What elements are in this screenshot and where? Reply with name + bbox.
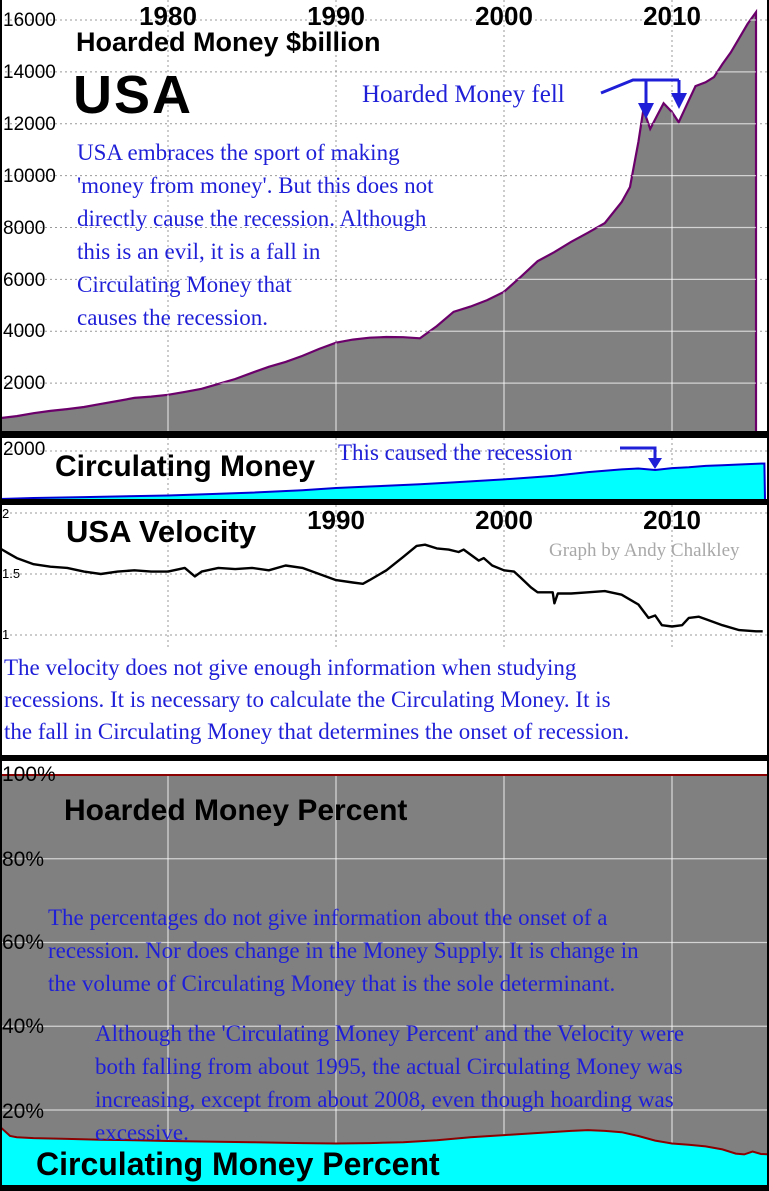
- percent-note-2-line: both falling from about 1995, the actual…: [95, 1054, 683, 1079]
- percent-note-2: Although the 'Circulating Money Percent'…: [95, 1017, 684, 1149]
- circulating-percent-title: Circulating Money Percent: [36, 1146, 440, 1182]
- author-watermark: Graph by Andy Chalkley: [549, 540, 740, 561]
- hoarded-note: USA embraces the sport of making 'money …: [77, 136, 433, 334]
- panel-divider: [0, 755, 769, 761]
- percent-note-2-line: increasing, except from about 2008, even…: [95, 1087, 674, 1112]
- hoarded-y-label-8000: 8000: [3, 218, 46, 239]
- velocity-note: The velocity does not give enough inform…: [4, 652, 629, 748]
- velocity-note-line: The velocity does not give enough inform…: [4, 655, 577, 680]
- hoarded-x-label-2000: 2000: [475, 1, 533, 31]
- velocity-x-label-2010: 2010: [643, 505, 701, 535]
- percent-y-label-40: 40%: [2, 1015, 45, 1038]
- left-border: [0, 0, 2, 1191]
- percent-note-1-line: The percentages do not give information …: [48, 905, 608, 930]
- hoarded-note-line: directly cause the recession. Although: [77, 206, 427, 231]
- circulating-money-chart: [0, 438, 769, 500]
- hoarded-y-label-16000: 16000: [3, 10, 56, 31]
- percent-note-2-line: excessive.: [95, 1120, 189, 1145]
- circulating-chart-title: Circulating Money: [55, 450, 316, 483]
- hoarded-y-label-6000: 6000: [3, 270, 46, 291]
- hoarded-percent-title: Hoarded Money Percent: [64, 794, 408, 827]
- percent-y-label-20: 20%: [2, 1100, 45, 1123]
- percent-note-1-line: recession. Nor does change in the Money …: [48, 938, 639, 963]
- percent-note-1: The percentages do not give information …: [48, 901, 639, 1000]
- percent-y-label-100: 100%: [2, 763, 56, 786]
- velocity-note-line: the fall in Circulating Money that deter…: [4, 719, 630, 744]
- panel-divider: [0, 431, 769, 438]
- hoarded-country-label: USA: [73, 65, 194, 125]
- hoarded-y-label-12000: 12000: [3, 114, 56, 135]
- hoarded-note-line: Circulating Money that: [77, 272, 292, 297]
- hoarded-note-line: this is an evil, it is a fall in: [77, 239, 321, 264]
- hoarded-fell-annotation: Hoarded Money fell: [362, 81, 565, 108]
- velocity-chart-title: USA Velocity: [66, 514, 257, 549]
- velocity-x-label-1990: 1990: [307, 505, 365, 535]
- hoarded-chart-title: Hoarded Money $billion: [76, 27, 381, 57]
- hoarded-x-label-1990: 1990: [307, 1, 365, 31]
- hoarded-y-label-4000: 4000: [3, 321, 46, 342]
- hoarded-y-label-10000: 10000: [3, 166, 56, 187]
- circulating-y-label-2000: 2000: [3, 439, 46, 460]
- recession-cause-annotation: This caused the recession: [338, 440, 573, 465]
- percent-y-label-80: 80%: [2, 848, 45, 871]
- hoarded-note-line: causes the recession.: [77, 305, 268, 330]
- velocity-x-label-2000: 2000: [475, 505, 533, 535]
- percent-note-2-line: Although the 'Circulating Money Percent'…: [95, 1021, 685, 1046]
- hoarded-money-chart: [0, 0, 769, 436]
- hoarded-note-line: USA embraces the sport of making: [77, 140, 400, 165]
- velocity-y-label-2: 2: [2, 506, 10, 521]
- velocity-chart: [0, 505, 769, 650]
- hoarded-x-label-2010: 2010: [643, 1, 701, 31]
- hoarded-note-line: 'money from money'. But this does not: [77, 173, 434, 198]
- hoarded-y-label-14000: 14000: [3, 62, 56, 83]
- percent-y-label-60: 60%: [2, 931, 45, 954]
- percent-note-1-line: the volume of Circulating Money that is …: [48, 971, 616, 996]
- money-percent-chart: [0, 774, 769, 1191]
- velocity-y-label-1_5: 1.5: [2, 566, 21, 581]
- hoarded-x-label-1980: 1980: [139, 1, 197, 31]
- velocity-y-label-1: 1: [2, 627, 10, 642]
- velocity-note-line: recessions. It is necessary to calculate…: [4, 687, 611, 712]
- right-border: [767, 0, 769, 1191]
- panel-divider: [0, 499, 769, 505]
- hoarded-y-label-2000: 2000: [3, 373, 46, 394]
